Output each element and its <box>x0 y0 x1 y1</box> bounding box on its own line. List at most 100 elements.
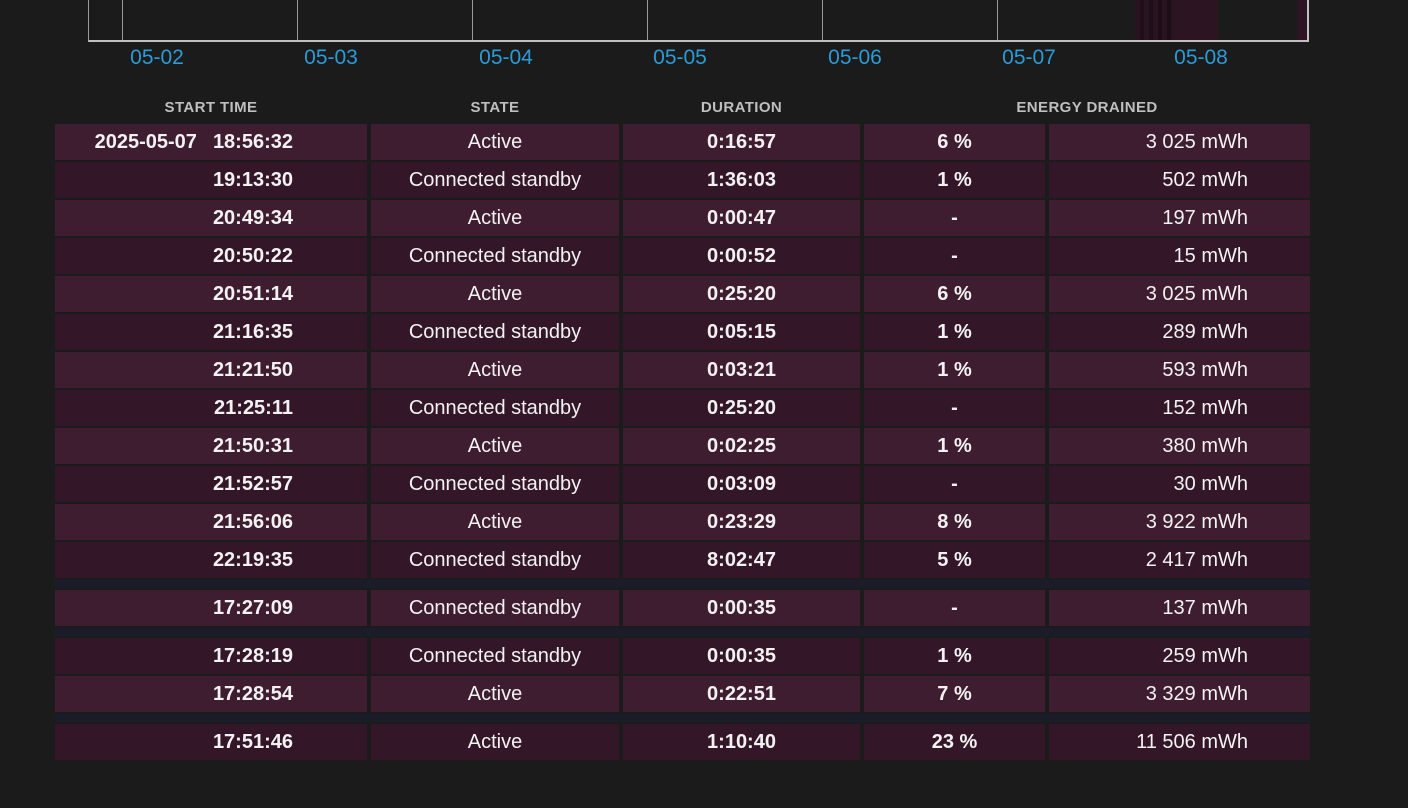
axis-tick-label: 05-05 <box>653 46 707 69</box>
header-duration: DURATION <box>700 99 783 116</box>
axis-tick-label: 05-06 <box>828 46 882 69</box>
table-row: 20:49:34 Active 0:00:47 - 197 mWh <box>55 200 1310 236</box>
start-date: 2025-05-07 <box>94 131 197 153</box>
cell-state: Active <box>371 200 619 236</box>
start-time: 21:50:31 <box>212 435 293 457</box>
cell-duration: 8:02:47 <box>623 542 860 578</box>
cell-energy-mwh: 3 922 mWh <box>1049 504 1310 540</box>
start-time: 21:16:35 <box>212 321 293 343</box>
table-body: 2025-05-07 18:56:32 Active 0:16:57 6 % 3 … <box>55 124 1310 760</box>
cell-duration: 0:02:25 <box>623 428 860 464</box>
cell-start-time: 20:50:22 <box>55 238 367 274</box>
group-separator <box>55 580 1310 588</box>
cell-energy-mwh: 15 mWh <box>1049 238 1310 274</box>
cell-energy-mwh: 152 mWh <box>1049 390 1310 426</box>
table-row: 20:51:14 Active 0:25:20 6 % 3 025 mWh <box>55 276 1310 312</box>
cell-energy-mwh: 3 025 mWh <box>1049 124 1310 160</box>
start-time: 21:56:06 <box>212 511 293 533</box>
start-time: 18:56:32 <box>212 131 293 153</box>
battery-drain-region <box>1297 0 1307 40</box>
cell-state: Connected standby <box>371 162 619 198</box>
cell-duration: 0:00:35 <box>623 590 860 626</box>
chart-gridline <box>472 0 473 40</box>
cell-duration: 0:16:57 <box>623 124 860 160</box>
header-start-time: START TIME <box>164 99 258 116</box>
cell-duration: 0:23:29 <box>623 504 860 540</box>
cell-duration: 1:36:03 <box>623 162 860 198</box>
cell-duration: 0:00:47 <box>623 200 860 236</box>
cell-duration: 0:25:20 <box>623 276 860 312</box>
cell-start-time: 17:27:09 <box>55 590 367 626</box>
axis-tick-label: 05-07 <box>1002 46 1056 69</box>
cell-state: Connected standby <box>371 542 619 578</box>
cell-duration: 0:22:51 <box>623 676 860 712</box>
cell-energy-mwh: 259 mWh <box>1049 638 1310 674</box>
cell-state: Active <box>371 428 619 464</box>
cell-energy-percent: 1 % <box>864 314 1045 350</box>
group-separator <box>55 714 1310 722</box>
start-time: 17:28:19 <box>212 645 293 667</box>
cell-start-time: 19:13:30 <box>55 162 367 198</box>
chart-gridline <box>647 0 648 40</box>
cell-state: Active <box>371 724 619 760</box>
cell-state: Connected standby <box>371 466 619 502</box>
cell-state: Connected standby <box>371 590 619 626</box>
table-header-row: START TIME STATE DURATION ENERGY DRAINED <box>55 94 1310 122</box>
table-row: 17:27:09 Connected standby 0:00:35 - 137… <box>55 590 1310 626</box>
start-time: 17:28:54 <box>212 683 293 705</box>
table-row: 21:52:57 Connected standby 0:03:09 - 30 … <box>55 466 1310 502</box>
axis-tick-label: 05-03 <box>304 46 358 69</box>
cell-duration: 0:00:52 <box>623 238 860 274</box>
cell-start-time: 21:56:06 <box>55 504 367 540</box>
cell-energy-mwh: 289 mWh <box>1049 314 1310 350</box>
cell-duration: 0:05:15 <box>623 314 860 350</box>
cell-state: Active <box>371 676 619 712</box>
chart-gridline <box>822 0 823 40</box>
cell-state: Connected standby <box>371 314 619 350</box>
start-time: 20:51:14 <box>212 283 293 305</box>
cell-start-time: 21:21:50 <box>55 352 367 388</box>
cell-energy-mwh: 11 506 mWh <box>1049 724 1310 760</box>
table-row: 21:21:50 Active 0:03:21 1 % 593 mWh <box>55 352 1310 388</box>
chart-plot-area <box>88 0 1309 42</box>
cell-state: Active <box>371 504 619 540</box>
cell-energy-percent: 1 % <box>864 162 1045 198</box>
cell-energy-percent: - <box>864 200 1045 236</box>
table-row: 21:25:11 Connected standby 0:25:20 - 152… <box>55 390 1310 426</box>
table-row: 17:28:54 Active 0:22:51 7 % 3 329 mWh <box>55 676 1310 712</box>
cell-energy-percent: 1 % <box>864 428 1045 464</box>
chart-gridline <box>997 0 998 40</box>
cell-energy-percent: - <box>864 238 1045 274</box>
cell-state: Active <box>371 276 619 312</box>
cell-start-time: 21:52:57 <box>55 466 367 502</box>
start-time: 21:21:50 <box>212 359 293 381</box>
cell-state: Connected standby <box>371 390 619 426</box>
cell-start-time: 21:25:11 <box>55 390 367 426</box>
table-row: 20:50:22 Connected standby 0:00:52 - 15 … <box>55 238 1310 274</box>
cell-energy-percent: 5 % <box>864 542 1045 578</box>
start-time: 21:25:11 <box>214 397 293 419</box>
cell-energy-mwh: 380 mWh <box>1049 428 1310 464</box>
cell-energy-mwh: 3 025 mWh <box>1049 276 1310 312</box>
header-energy-drained: ENERGY DRAINED <box>1016 99 1158 116</box>
cell-duration: 0:25:20 <box>623 390 860 426</box>
cell-energy-percent: - <box>864 390 1045 426</box>
chart-gridline <box>297 0 298 40</box>
battery-usage-table: START TIME STATE DURATION ENERGY DRAINED… <box>55 94 1310 762</box>
cell-energy-percent: 7 % <box>864 676 1045 712</box>
cell-duration: 1:10:40 <box>623 724 860 760</box>
cell-energy-mwh: 30 mWh <box>1049 466 1310 502</box>
cell-start-time: 17:51:46 <box>55 724 367 760</box>
cell-start-time: 20:51:14 <box>55 276 367 312</box>
cell-state: Connected standby <box>371 638 619 674</box>
start-time: 22:19:35 <box>212 549 293 571</box>
battery-drain-region <box>1172 0 1218 40</box>
cell-energy-percent: - <box>864 590 1045 626</box>
cell-energy-percent: 8 % <box>864 504 1045 540</box>
cell-energy-mwh: 137 mWh <box>1049 590 1310 626</box>
cell-duration: 0:03:21 <box>623 352 860 388</box>
header-state: STATE <box>470 99 520 116</box>
cell-start-time: 22:19:35 <box>55 542 367 578</box>
cell-energy-percent: 1 % <box>864 352 1045 388</box>
cell-start-time: 21:50:31 <box>55 428 367 464</box>
